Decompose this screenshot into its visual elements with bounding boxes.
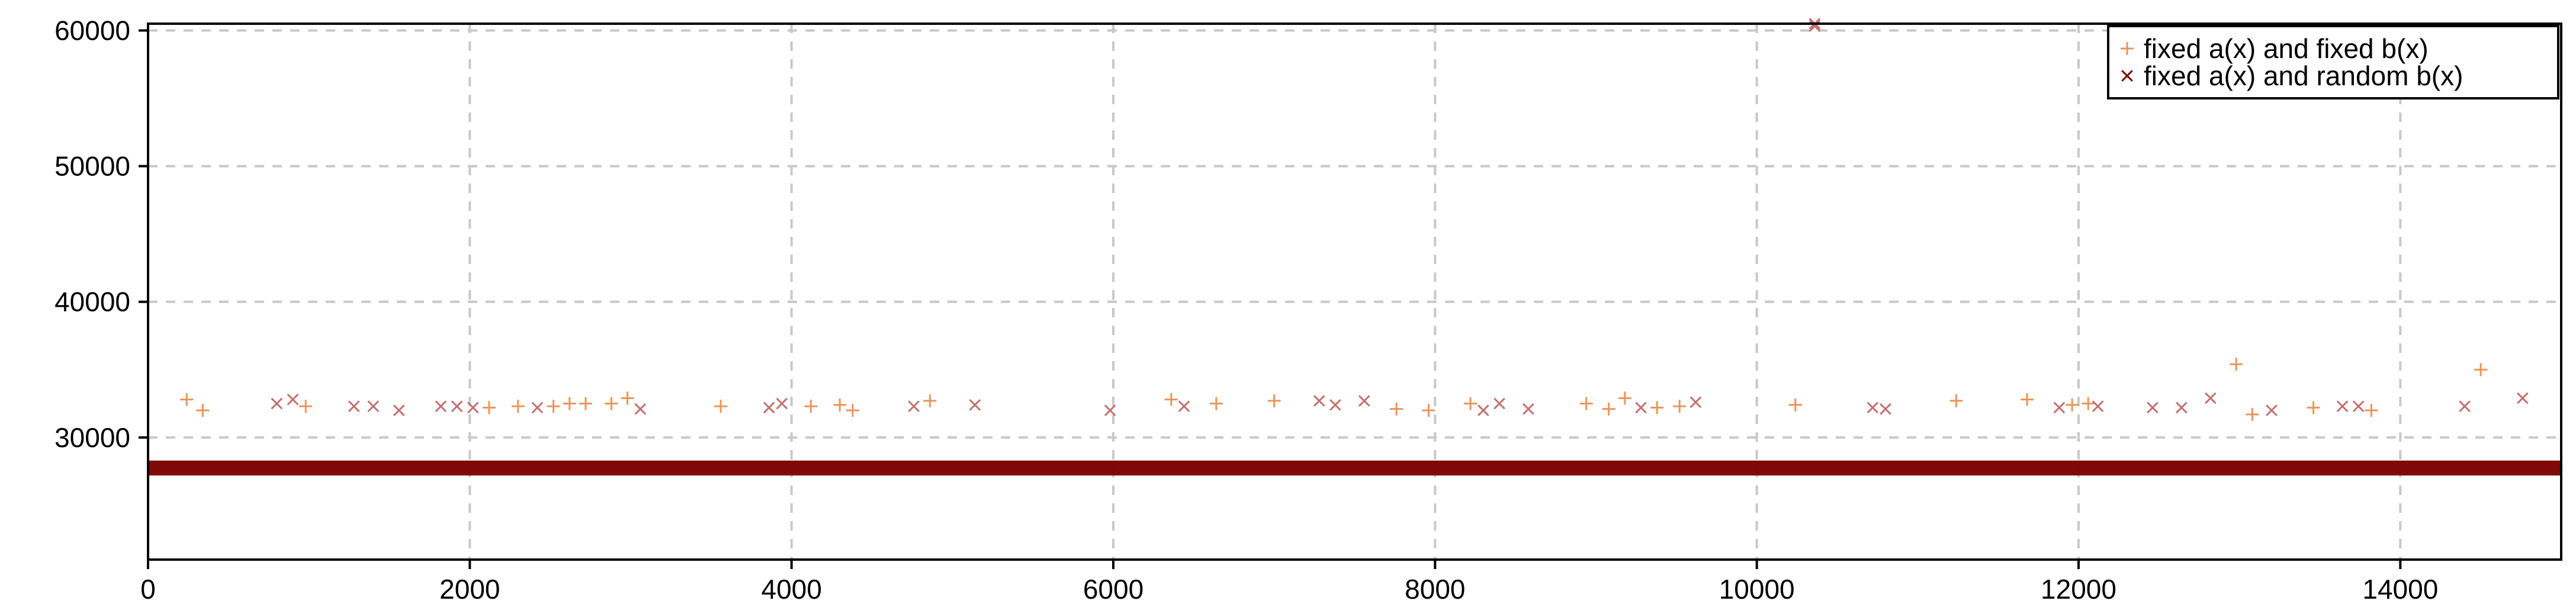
data-points [180, 18, 2529, 421]
legend-box [2107, 25, 2559, 99]
point-series-1-26 [1880, 403, 1891, 415]
point-series-1-17 [1329, 399, 1341, 411]
point-series-1-9 [634, 403, 647, 415]
point-series-0-11 [804, 400, 818, 413]
legend-label-1: fixed a(x) and random b(x) [2144, 60, 2463, 91]
point-series-0-31 [2230, 358, 2243, 371]
point-series-1-0 [271, 397, 283, 410]
y-tick-label: 60000 [54, 15, 130, 46]
point-series-1-28 [2092, 400, 2104, 412]
x-tick-label: 12000 [2041, 574, 2116, 604]
point-series-0-14 [923, 394, 937, 407]
legend: fixed a(x) and fixed b(x)fixed a(x) and … [2107, 25, 2559, 99]
point-series-0-2 [299, 400, 313, 413]
x-tick-label: 0 [140, 574, 156, 604]
x-tick-label: 4000 [761, 574, 821, 604]
point-series-0-33 [2307, 401, 2320, 415]
point-series-0-17 [1267, 394, 1281, 407]
point-series-1-11 [776, 397, 788, 410]
x-tick-label: 10000 [1719, 574, 1795, 604]
point-series-1-27 [2053, 401, 2066, 414]
point-series-0-7 [579, 397, 592, 410]
point-series-0-13 [846, 403, 859, 417]
point-series-1-14 [1104, 404, 1116, 416]
point-series-0-24 [1650, 401, 1664, 415]
point-series-1-34 [2352, 400, 2365, 412]
point-series-0-28 [2021, 393, 2034, 406]
point-series-1-3 [367, 400, 380, 412]
point-series-0-0 [180, 393, 194, 406]
point-series-0-10 [714, 400, 728, 413]
point-series-0-23 [1618, 391, 1631, 405]
legend-marker-0 [2121, 42, 2134, 55]
point-series-0-32 [2246, 407, 2259, 421]
point-series-0-12 [833, 398, 847, 412]
x-tick-label: 2000 [439, 574, 500, 604]
point-series-1-29 [2147, 401, 2159, 414]
point-series-0-19 [1422, 403, 1435, 417]
y-tick-label: 40000 [54, 287, 130, 317]
point-series-1-21 [1523, 403, 1534, 415]
point-series-1-6 [451, 400, 463, 412]
y-tick-label: 30000 [54, 422, 130, 453]
point-series-0-18 [1390, 402, 1403, 416]
plot-area-frame [147, 23, 2562, 561]
point-series-0-5 [547, 400, 560, 413]
point-series-1-2 [348, 400, 360, 412]
point-series-0-21 [1579, 397, 1593, 410]
point-series-1-8 [531, 401, 544, 414]
point-series-0-15 [1164, 393, 1178, 406]
point-series-1-35 [2459, 400, 2471, 412]
legend-marker-1 [2121, 70, 2133, 82]
point-series-1-4 [393, 404, 405, 416]
point-outlier-1-24 [1809, 20, 1821, 32]
point-series-1-33 [2336, 400, 2349, 412]
x-tick-label: 14000 [2362, 574, 2438, 604]
point-series-0-1 [196, 403, 210, 417]
point-series-1-7 [467, 401, 479, 414]
point-series-0-22 [1602, 402, 1615, 416]
point-series-0-8 [605, 397, 618, 410]
point-series-0-30 [2082, 397, 2095, 410]
point-series-0-6 [563, 397, 576, 410]
legend-label-0: fixed a(x) and fixed b(x) [2144, 33, 2429, 64]
point-series-1-13 [969, 399, 981, 411]
axis-ticks: 0 2000 4000 6000 8000 10000 12000 14000 30000 400… [54, 15, 2438, 604]
point-series-1-32 [2266, 404, 2278, 416]
point-series-1-22 [1635, 401, 1647, 414]
point-series-1-1 [287, 393, 299, 406]
point-series-1-16 [1313, 395, 1325, 407]
point-series-0-35 [2474, 363, 2488, 377]
point-series-1-19 [1477, 404, 1489, 416]
point-series-1-31 [2204, 392, 2217, 404]
point-series-1-15 [1178, 400, 1190, 412]
point-series-0-29 [2066, 398, 2079, 412]
point-series-1-23 [1690, 396, 1702, 409]
point-series-1-5 [435, 400, 447, 412]
point-series-1-12 [908, 400, 920, 412]
point-series-0-27 [1949, 394, 1963, 407]
point-series-1-10 [763, 401, 775, 414]
baseline-band-series-1 [148, 460, 2561, 476]
baseline-bands [148, 460, 2561, 476]
point-series-0-25 [1673, 400, 1687, 413]
point-series-1-20 [1493, 397, 1505, 410]
point-series-1-30 [2176, 401, 2188, 414]
x-tick-label: 6000 [1083, 574, 1144, 604]
point-series-0-26 [1788, 398, 1802, 412]
point-series-1-36 [2516, 392, 2529, 404]
point-series-1-25 [1867, 401, 1879, 414]
grid-lines [148, 24, 2561, 560]
point-series-0-16 [1209, 397, 1223, 410]
point-series-1-18 [1358, 395, 1370, 407]
point-series-0-4 [511, 400, 525, 413]
point-series-0-9 [621, 391, 634, 405]
x-tick-label: 8000 [1405, 574, 1465, 604]
point-series-0-3 [482, 401, 496, 415]
y-tick-label: 50000 [54, 151, 130, 182]
point-series-0-20 [1464, 397, 1477, 410]
point-series-0-34 [2365, 403, 2378, 417]
